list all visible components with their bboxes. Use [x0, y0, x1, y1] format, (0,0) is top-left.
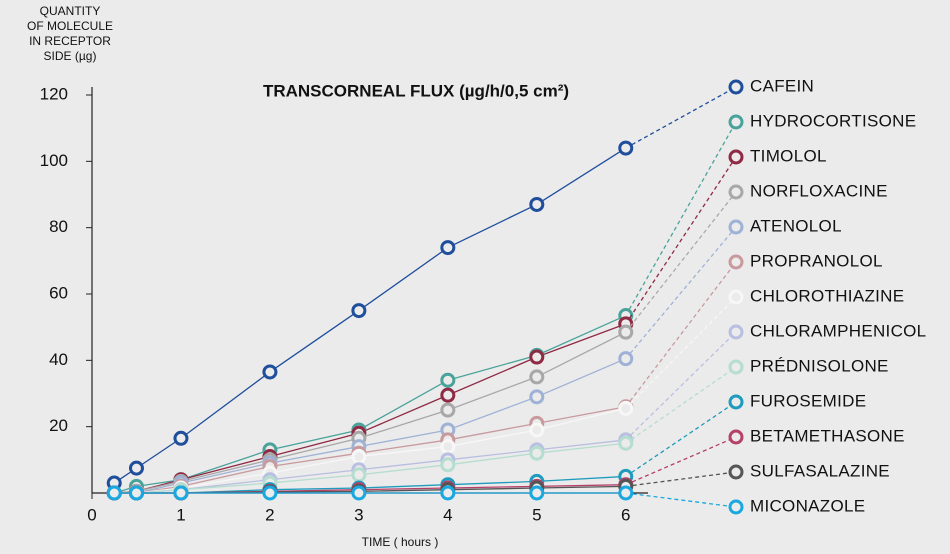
data-point — [351, 467, 367, 483]
data-point — [618, 435, 634, 451]
legend-marker — [728, 464, 744, 480]
legend-label: ATENOLOL — [750, 216, 842, 235]
legend-marker — [728, 149, 744, 165]
data-point — [618, 400, 634, 416]
y-axis-label: IN RECEPTOR — [29, 34, 111, 48]
data-point — [351, 485, 367, 501]
data-point — [351, 449, 367, 465]
data-point — [440, 439, 456, 455]
legend-label: BETAMETHASONE — [750, 426, 905, 445]
series-line — [114, 314, 627, 494]
legend-marker — [728, 114, 744, 130]
y-tick-label: 40 — [49, 350, 68, 369]
x-axis-label: TIME ( hours ) — [362, 535, 439, 549]
y-tick-label: 100 — [40, 151, 68, 170]
series-line — [113, 147, 627, 484]
y-tick-label: 60 — [49, 283, 68, 302]
data-point — [529, 349, 545, 365]
legend-label: CAFEIN — [750, 76, 814, 95]
data-point — [440, 402, 456, 418]
y-tick-label: 80 — [49, 217, 68, 236]
data-point — [106, 485, 122, 501]
x-tick-label: 2 — [265, 505, 274, 524]
series-line — [114, 439, 626, 494]
leader-line — [625, 331, 737, 441]
legend-label: CHLOROTHIAZINE — [750, 286, 904, 305]
legend-label: CHLORAMPHENICOL — [750, 321, 926, 340]
legend-label: HYDROCORTISONE — [750, 111, 916, 130]
data-point — [173, 430, 189, 446]
y-axis-label: SIDE (µg) — [44, 49, 97, 63]
leader-line — [625, 156, 737, 325]
data-point — [529, 369, 545, 385]
leader-line — [625, 261, 737, 408]
legend-label: TIMOLOL — [750, 146, 827, 165]
x-tick-label: 5 — [532, 505, 541, 524]
series-line — [114, 331, 627, 494]
data-point — [529, 196, 545, 212]
y-tick-label: 20 — [49, 416, 68, 435]
x-tick-label: 3 — [354, 505, 363, 524]
leader-line — [625, 121, 737, 316]
x-tick-label: 4 — [443, 505, 452, 524]
data-point — [440, 240, 456, 256]
data-point — [618, 351, 634, 367]
x-tick-label: 0 — [87, 505, 96, 524]
legend-label: NORFLOXACINE — [750, 181, 888, 200]
legend-label: MICONAZOLE — [750, 496, 865, 515]
y-axis-label: QUANTITY — [40, 4, 101, 18]
data-point — [529, 485, 545, 501]
data-point — [440, 457, 456, 473]
legend-marker — [728, 79, 744, 95]
data-point — [262, 364, 278, 380]
data-point — [128, 485, 144, 501]
leader-line — [625, 436, 737, 486]
leader-line — [625, 296, 737, 409]
data-point — [440, 485, 456, 501]
legend-marker — [728, 289, 744, 305]
data-point — [440, 387, 456, 403]
legend-marker — [728, 254, 744, 270]
legend-marker — [728, 324, 744, 340]
leader-line — [625, 226, 737, 360]
legend-label: PRÉDNISOLONE — [750, 356, 889, 375]
legend-marker — [728, 394, 744, 410]
data-point — [351, 303, 367, 319]
y-tick-label: 120 — [40, 84, 68, 103]
legend-label: FUROSEMIDE — [750, 391, 866, 410]
data-point — [618, 485, 634, 501]
series-line — [114, 358, 627, 494]
legend-marker — [728, 219, 744, 235]
data-point — [128, 460, 144, 476]
legend-marker — [728, 359, 744, 375]
leader-line — [625, 471, 737, 488]
data-point — [618, 140, 634, 156]
legend-marker — [728, 499, 744, 515]
x-tick-label: 1 — [176, 505, 185, 524]
chart-title: TRANSCORNEAL FLUX (µg/h/0,5 cm²) — [263, 81, 569, 100]
legend-marker — [728, 429, 744, 445]
data-point — [173, 485, 189, 501]
data-point — [529, 422, 545, 438]
data-point — [440, 372, 456, 388]
leader-line — [625, 86, 737, 149]
leader-line — [625, 366, 737, 444]
data-point — [262, 485, 278, 501]
legend-marker — [728, 184, 744, 200]
legend-label: PROPRANOLOL — [750, 251, 883, 270]
leader-line — [625, 492, 737, 508]
x-tick-label: 6 — [621, 505, 630, 524]
leader-line — [625, 401, 737, 477]
leader-line — [625, 191, 737, 333]
data-point — [529, 389, 545, 405]
data-point — [529, 445, 545, 461]
data-point — [618, 324, 634, 340]
legend-label: SULFASALAZINE — [750, 461, 890, 480]
y-axis-label: OF MOLECULE — [27, 19, 113, 33]
